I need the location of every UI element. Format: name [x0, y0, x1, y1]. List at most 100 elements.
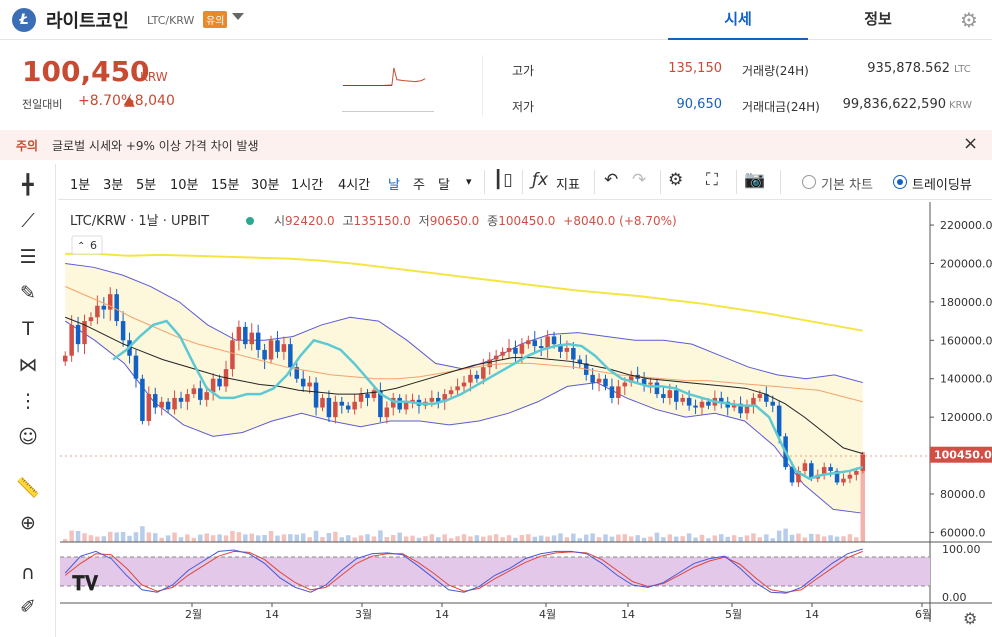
crosshair-icon[interactable]: ╋ — [22, 174, 34, 196]
stoch-max-label: 100.00 — [942, 543, 981, 556]
ohlc-readout: 시92420.0 고135150.0 저90650.0 종100450.0 +8… — [274, 214, 677, 228]
volume-bar — [558, 533, 563, 542]
tab-quote[interactable]: 시세 — [668, 0, 808, 40]
volume-bar — [854, 537, 859, 542]
volume-bar — [307, 537, 312, 542]
candle-body — [185, 394, 190, 402]
chevron-up-icon: ⌃ — [77, 241, 85, 252]
interval-3m[interactable]: 3분 — [103, 178, 124, 193]
candle-body — [436, 397, 441, 402]
interval-30m[interactable]: 30분 — [251, 178, 280, 193]
candle-body — [551, 336, 557, 345]
interval-month[interactable]: 달 — [438, 178, 450, 193]
candle-body — [178, 397, 184, 402]
candle-body — [268, 340, 274, 360]
volume-bar — [320, 537, 325, 542]
magnet-icon[interactable]: ∩ — [21, 562, 35, 584]
y-tick-label: 140000.0 — [940, 373, 992, 386]
indicator-icon[interactable]: ƒx — [532, 170, 549, 190]
candle-body — [616, 386, 621, 398]
volume-bar — [436, 537, 441, 542]
candle-body — [307, 382, 312, 387]
candle-body — [120, 321, 126, 341]
price-gap-notice: 주의 글로벌 시세와 +9% 이상 가격 차이 발생 × — [0, 130, 992, 160]
candle-body — [236, 326, 242, 341]
candle-body — [384, 407, 390, 418]
emoji-icon[interactable]: ☺ — [18, 426, 38, 448]
interval-10m[interactable]: 10분 — [170, 178, 199, 193]
indicator-collapse-button[interactable] — [71, 235, 103, 255]
candle-body — [474, 374, 480, 379]
lock-drawing-icon[interactable]: ✐ — [20, 596, 36, 618]
candle-body — [834, 470, 840, 483]
projection-icon[interactable]: ⋮ — [18, 390, 38, 412]
volume-bar — [365, 534, 370, 542]
gear-icon[interactable]: ⚙ — [960, 8, 978, 32]
zoom-in-icon[interactable]: ⊕ — [20, 512, 36, 534]
interval-15m[interactable]: 15분 — [211, 178, 240, 193]
fullscreen-icon[interactable]: ⛶ — [706, 170, 718, 190]
candle-body — [577, 359, 583, 364]
close-icon[interactable]: × — [963, 133, 979, 154]
axis-settings-icon[interactable]: ⚙ — [963, 609, 977, 628]
volume-bar — [667, 534, 673, 542]
volume-bar — [403, 536, 409, 542]
redo-icon[interactable]: ↷ — [632, 170, 647, 190]
volume-bar — [378, 530, 383, 542]
candle-body — [764, 394, 769, 402]
mini-price-chart — [342, 67, 434, 112]
price-chart[interactable]: 220000.0 200000.0 180000.0 160000.0 140000.0… — [60, 202, 992, 637]
undo-icon[interactable]: ↶ — [604, 170, 619, 190]
y-tick-label: 120000.0 — [940, 411, 992, 424]
volume-bar — [680, 536, 685, 542]
candle-body — [326, 397, 332, 418]
interval-day[interactable]: 날 — [388, 178, 400, 193]
candle-body — [699, 401, 705, 408]
candle-body — [69, 324, 74, 356]
candle-body — [288, 344, 293, 368]
volume-bar — [455, 536, 460, 542]
candle-body — [596, 378, 602, 383]
change-rate: +8.70% — [78, 93, 135, 109]
tradingview-label: 트레이딩뷰 — [912, 178, 972, 193]
trend-line-icon[interactable]: ⟋ — [21, 210, 35, 232]
basic-chart-radio[interactable] — [802, 175, 816, 189]
chart-settings-icon[interactable]: ⚙ — [668, 170, 684, 190]
volume-bar — [616, 534, 621, 542]
volume-bar — [551, 535, 557, 542]
interval-week[interactable]: 주 — [413, 178, 425, 193]
tab-info[interactable]: 정보 — [864, 10, 892, 28]
brush-icon[interactable]: ✎ — [20, 282, 36, 304]
interval-1h[interactable]: 1시간 — [291, 178, 324, 193]
stoch-band — [60, 557, 930, 586]
price-unit: KRW — [140, 70, 168, 84]
interval-4h[interactable]: 4시간 — [338, 178, 371, 193]
ma-cyan-line — [112, 319, 864, 480]
candle-body — [101, 305, 107, 310]
candle-body — [500, 351, 505, 356]
volume-bar — [300, 533, 306, 542]
pattern-icon[interactable]: ⋈ — [18, 354, 38, 376]
ruler-icon[interactable]: 📏 — [16, 477, 40, 499]
candle-body — [140, 378, 145, 421]
fib-lines-icon[interactable]: ☰ — [19, 246, 37, 268]
camera-icon[interactable]: 📷 — [744, 170, 766, 190]
interval-1m[interactable]: 1분 — [70, 178, 91, 193]
interval-5m[interactable]: 5분 — [136, 178, 157, 193]
candle-body — [114, 294, 119, 322]
candle-body — [693, 405, 698, 408]
tradingview-radio[interactable] — [893, 175, 907, 189]
volume-bar — [114, 532, 119, 542]
volume-bar — [95, 536, 100, 542]
candle-body — [107, 294, 113, 310]
coin-name[interactable]: 라이트코인 — [46, 11, 129, 32]
interval-dropdown-icon[interactable]: ▾ — [466, 175, 472, 188]
candle-body — [300, 378, 306, 387]
indicator-button[interactable]: 지표 — [556, 178, 580, 193]
chevron-down-icon[interactable] — [232, 13, 244, 20]
text-tool-icon[interactable]: T — [22, 318, 34, 340]
volume-bar — [493, 534, 499, 542]
candle-style-icon[interactable]: ┃▯ — [493, 170, 513, 190]
candle-body — [487, 359, 492, 368]
candle-body — [674, 390, 679, 402]
